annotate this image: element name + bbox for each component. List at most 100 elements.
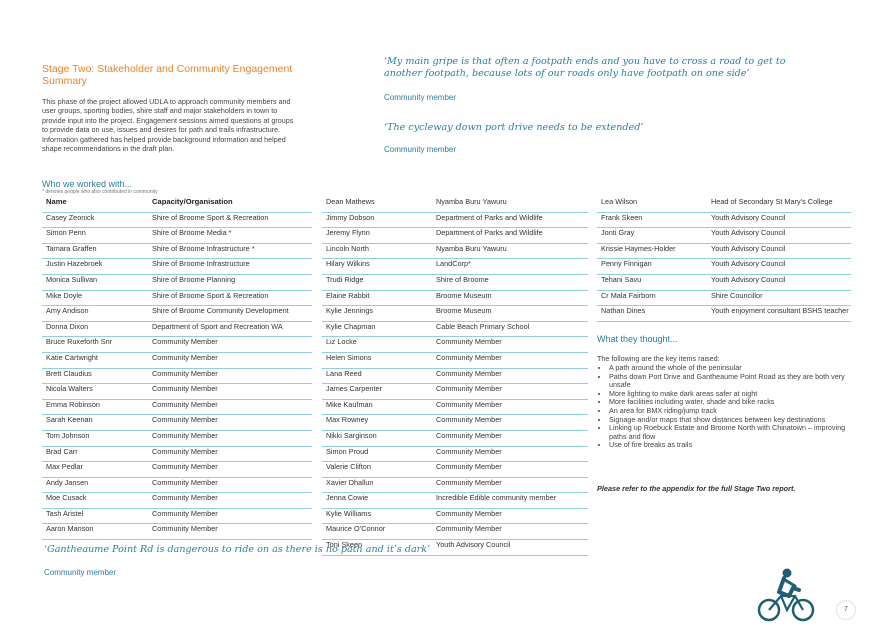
person-name: Simon Penn — [46, 228, 86, 238]
person-organisation: Shire of Broome Planning — [152, 274, 236, 284]
person-organisation: Community Member — [436, 524, 502, 534]
person-organisation: Head of Secondary St Mary’s College — [711, 197, 833, 206]
person-organisation: Nyamba Buru Yawuru — [436, 197, 507, 206]
person-name: Amy Andison — [46, 306, 89, 316]
person-name: Donna Dixon — [46, 321, 89, 331]
table-row: Lincoln North Nyamba Buru Yawuru — [322, 243, 588, 259]
person-name: Jimmy Dobson — [326, 212, 375, 222]
thought-item: Linking up Roebuck Estate and Broome Nor… — [609, 423, 859, 441]
thought-heading: What they thought... — [597, 334, 678, 344]
person-organisation: Youth Advisory Council — [711, 243, 786, 253]
thought-item: More lighting to make dark areas safer a… — [609, 389, 859, 399]
table-row: Max Rowney Community Member — [322, 415, 588, 431]
table-row: Brett Claudius Community Member — [42, 368, 312, 384]
cyclist-icon — [755, 566, 817, 628]
quote-1-attribution: Community member — [384, 93, 457, 102]
table-row: Jonti Gray Youth Advisory Council — [597, 228, 851, 244]
person-organisation: Community Member — [152, 493, 218, 503]
person-organisation: Community Member — [436, 352, 502, 362]
person-name: Moe Cusack — [46, 493, 87, 503]
table-row: Donna Dixon Department of Sport and Recre… — [42, 321, 312, 337]
person-name: Monica Sullivan — [46, 274, 98, 284]
thought-item: Use of fire breaks as trails — [609, 441, 859, 450]
person-name: Kylie Williams — [326, 508, 371, 518]
person-organisation: Community Member — [436, 368, 502, 378]
table-row: Nikki Sarginson Community Member — [322, 430, 588, 446]
person-organisation: Cable Beach Primary School — [436, 321, 530, 331]
person-organisation: Shire of Broome Sport & Recreation — [152, 290, 269, 300]
person-organisation: Youth Advisory Council — [711, 212, 786, 222]
person-name: Lea Wilson — [601, 197, 638, 206]
person-organisation: Youth Advisory Council — [711, 228, 786, 238]
person-name: Nicola Walters — [46, 384, 93, 394]
person-name: Sarah Keenan — [46, 415, 93, 425]
person-name: Lana Reed — [326, 368, 362, 378]
person-name: Tom Johnson — [46, 430, 90, 440]
person-organisation: Community Member — [436, 508, 502, 518]
person-name: Mike Kaufman — [326, 399, 373, 409]
table-row: Monica Sullivan Shire of Broome Planning — [42, 274, 312, 291]
person-name: Valerie Clifton — [326, 462, 371, 472]
person-name: Max Pedlar — [46, 462, 83, 472]
person-organisation: Department of Parks and Wildlife — [436, 228, 543, 238]
thought-item: Paths down Port Drive and Gantheaume Poi… — [609, 372, 859, 390]
person-organisation: Community Member — [436, 399, 502, 409]
table-row: Mike Kaufman Community Member — [322, 399, 588, 415]
person-organisation: Community Member — [152, 337, 218, 347]
person-name: Hilary Wilkins — [326, 259, 370, 269]
person-name: Justin Hazebroek — [46, 259, 103, 269]
person-name: Helen Simons — [326, 352, 372, 362]
person-name: Frank Skeen — [601, 212, 643, 222]
table-row: Andy Jansen Community Member — [42, 477, 312, 493]
person-name: Liz Locke — [326, 337, 357, 347]
table-row: Nathan Dines Youth enjoyment consultant B… — [597, 306, 851, 322]
person-name: Kylie Chapman — [326, 321, 376, 331]
table-row: Krissie Haymes-Holder Youth Advisory Coun… — [597, 243, 851, 259]
person-name: Nathan Dines — [601, 306, 646, 316]
stakeholder-table-1: Name Capacity/Organisation Casey Zeonick S… — [42, 197, 312, 540]
table-row: Kylie Jennings Broome Museum — [322, 306, 588, 322]
table-row: Aaron Manson Community Member — [42, 524, 312, 540]
person-organisation: Community Member — [152, 462, 218, 472]
person-name: Maurice O’Connor — [326, 524, 386, 534]
table-row: Liz Locke Community Member — [322, 337, 588, 353]
person-organisation: Shire of Broome Sport & Recreation — [152, 212, 269, 222]
person-organisation: Community Member — [152, 352, 218, 362]
table-row: Jenna Cowie Incredible Edible community m… — [322, 493, 588, 509]
person-name: Xavier Dhallun — [326, 477, 374, 487]
person-name: Cr Mala Fairborn — [601, 290, 656, 300]
person-organisation: Community Member — [152, 368, 218, 378]
table-row: Justin Hazebroek Shire of Broome Infrastr… — [42, 259, 312, 275]
capacity-header: Capacity/Organisation — [152, 197, 233, 206]
table-row: Brad Carr Community Member — [42, 446, 312, 462]
table-row: Tash Aristel Community Member — [42, 508, 312, 524]
table-row: Frank Skeen Youth Advisory Council — [597, 212, 851, 228]
table-row: Cr Mala Fairborn Shire Councillor — [597, 290, 851, 306]
stakeholder-table-3: Lea Wilson Head of Secondary St Mary’s Co… — [597, 197, 851, 322]
table-row: Tom Johnson Community Member — [42, 430, 312, 446]
person-name: Jeremy Flynn — [326, 228, 370, 238]
who-footnote: * denotes people who also contributed in… — [42, 189, 158, 195]
table-row: Toni Skeen Youth Advisory Council — [322, 540, 588, 556]
table-row: Max Pedlar Community Member — [42, 462, 312, 478]
person-name: Tash Aristel — [46, 508, 84, 518]
table-row: Emma Robinson Community Member — [42, 399, 312, 415]
table-row: Tehani Savu Youth Advisory Council — [597, 274, 851, 291]
table-row: Dean Mathews Nyamba Buru Yawuru — [322, 197, 588, 213]
person-name: Max Rowney — [326, 415, 369, 425]
person-organisation: Incredible Edible community member — [436, 493, 557, 503]
table-row: Katie Cartwright Community Member — [42, 352, 312, 369]
person-organisation: Youth Advisory Council — [711, 274, 786, 284]
person-organisation: Community Member — [152, 508, 218, 518]
person-organisation: Community Member — [152, 524, 218, 534]
person-organisation: Community Member — [436, 462, 502, 472]
person-organisation: Nyamba Buru Yawuru — [436, 243, 507, 253]
person-name: Lincoln North — [326, 243, 369, 253]
page-number: 7 — [836, 600, 856, 620]
quote-2: ‘The cycleway down port drive needs to b… — [384, 122, 644, 133]
person-name: Katie Cartwright — [46, 352, 98, 362]
person-organisation: Community Member — [152, 415, 218, 425]
table-row: Penny Finnigan Youth Advisory Council — [597, 259, 851, 275]
person-name: Aaron Manson — [46, 524, 94, 534]
appendix-note: Please refer to the appendix for the ful… — [597, 484, 796, 493]
